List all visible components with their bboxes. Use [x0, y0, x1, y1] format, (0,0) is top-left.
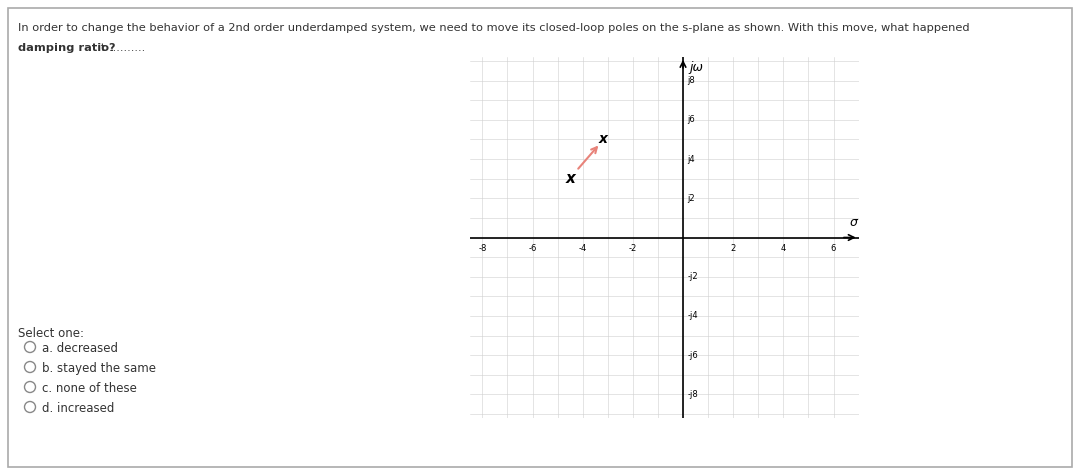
Text: jω: jω	[689, 61, 703, 74]
Text: c. none of these: c. none of these	[42, 382, 137, 395]
Text: In order to change the behavior of a 2nd order underdamped system, we need to mo: In order to change the behavior of a 2nd…	[18, 23, 970, 33]
Text: -2: -2	[629, 244, 637, 253]
Text: -j4: -j4	[688, 312, 698, 321]
Text: -j2: -j2	[688, 272, 698, 281]
Text: x: x	[598, 133, 607, 146]
Text: a. decreased: a. decreased	[42, 342, 118, 355]
Text: damping ratio?: damping ratio?	[18, 43, 116, 53]
Text: d. increased: d. increased	[42, 402, 114, 415]
Text: -6: -6	[528, 244, 537, 253]
Text: j4: j4	[688, 154, 696, 163]
Text: -4: -4	[579, 244, 586, 253]
Text: -8: -8	[478, 244, 486, 253]
FancyBboxPatch shape	[8, 8, 1072, 467]
Text: it ..........: it ..........	[94, 43, 145, 53]
Text: j2: j2	[688, 194, 696, 203]
Text: 4: 4	[781, 244, 786, 253]
Text: σ: σ	[850, 216, 858, 228]
Text: -j8: -j8	[688, 390, 699, 399]
Text: 2: 2	[730, 244, 735, 253]
Text: b. stayed the same: b. stayed the same	[42, 362, 156, 375]
Text: Select one:: Select one:	[18, 327, 84, 340]
Text: 6: 6	[831, 244, 836, 253]
Text: x: x	[565, 171, 575, 186]
Text: j6: j6	[688, 115, 696, 124]
Text: -j6: -j6	[688, 351, 699, 360]
Text: j8: j8	[688, 76, 696, 85]
